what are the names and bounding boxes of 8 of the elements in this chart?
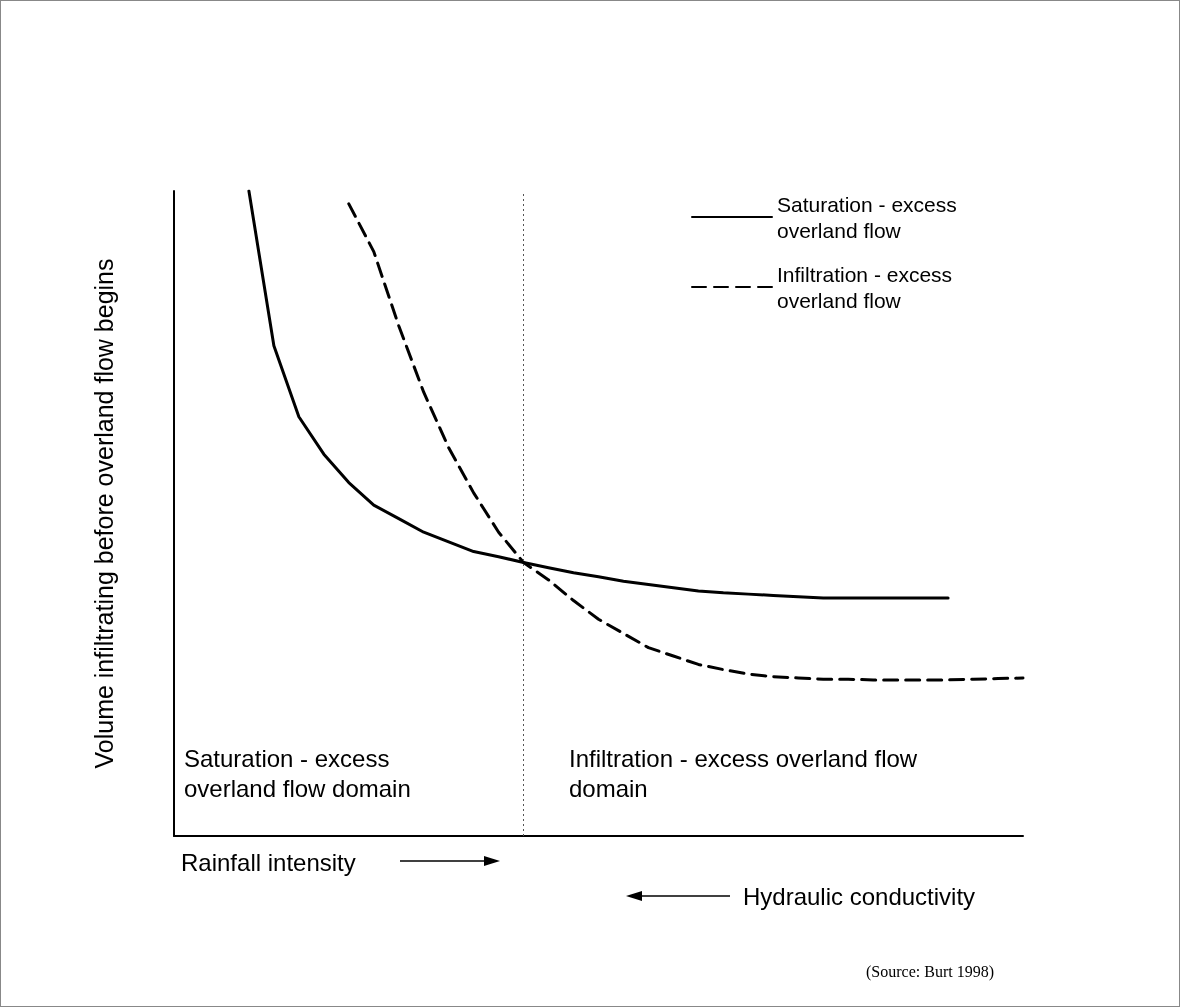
- text: Hydraulic conductivity: [743, 882, 976, 910]
- legend-label: Infiltration - excess overland flow: [777, 262, 958, 312]
- annotation: Saturation - excess overland flow domain: [184, 744, 411, 802]
- legend-label: Saturation - excess overland flow: [777, 192, 963, 242]
- text: (Source: Burt 1998): [866, 962, 994, 981]
- y-axis-title: Volume infiltrating before overland flow begins: [90, 258, 118, 769]
- text: Rainfall intensity: [181, 848, 356, 876]
- annotation: Infiltration - excess overland flow domain: [569, 744, 924, 802]
